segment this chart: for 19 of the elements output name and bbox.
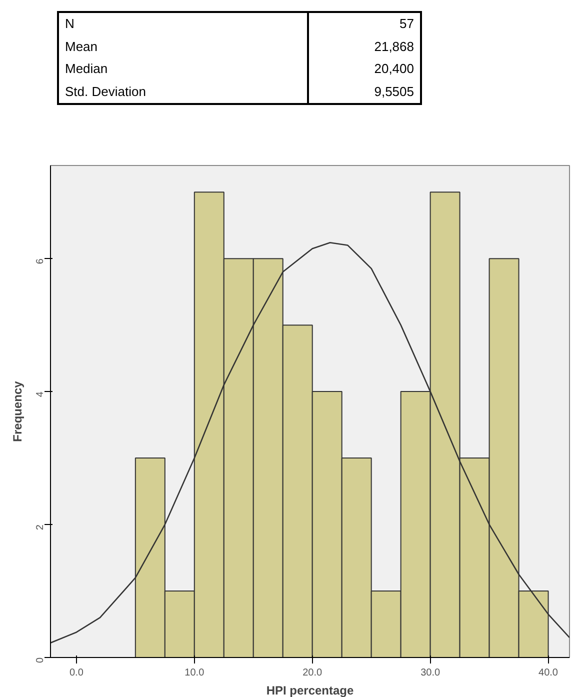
y-tick-label: 6	[35, 258, 46, 264]
x-tick-label: 40.0	[538, 668, 558, 678]
text: N	[58, 12, 308, 36]
text: Mean	[58, 36, 308, 58]
x-tick-label: 20.0	[302, 668, 323, 678]
text: 9,5505	[373, 82, 415, 101]
y-tick-label: 2	[35, 524, 46, 530]
x-axis-title: HPI percentage	[266, 684, 354, 697]
text: Std. Deviation	[58, 80, 308, 104]
y-axis-title: Frequency	[10, 380, 24, 442]
text: 57	[398, 15, 415, 33]
x-tick-label: 30.0	[420, 668, 440, 678]
x-tick-label: 10.0	[184, 668, 205, 678]
text: 20,400	[373, 60, 415, 78]
text: 21,868	[373, 38, 415, 56]
x-tick-label: 0.0	[70, 668, 84, 678]
text: Median	[58, 58, 308, 81]
y-tick-label: 0	[35, 657, 46, 664]
y-tick-label: 4	[35, 391, 46, 398]
